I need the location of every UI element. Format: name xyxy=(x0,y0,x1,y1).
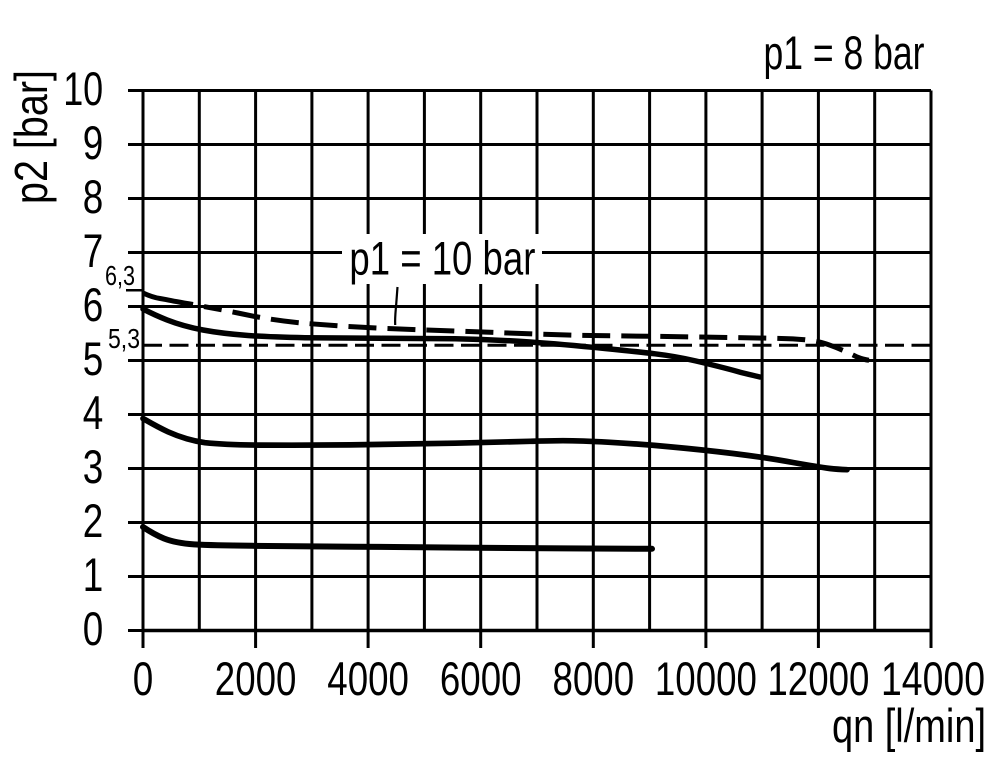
svg-text:4000: 4000 xyxy=(327,653,409,706)
svg-text:0: 0 xyxy=(83,603,104,656)
svg-text:p2 [bar]: p2 [bar] xyxy=(5,70,57,204)
svg-text:6,3: 6,3 xyxy=(105,260,135,291)
svg-text:10000: 10000 xyxy=(655,653,757,706)
svg-text:p1 = 10 bar: p1 = 10 bar xyxy=(349,233,535,286)
svg-text:qn [l/min]: qn [l/min] xyxy=(832,700,986,753)
svg-text:8000: 8000 xyxy=(553,653,635,706)
svg-text:p1 = 8 bar: p1 = 8 bar xyxy=(764,27,925,80)
svg-text:6000: 6000 xyxy=(440,653,522,706)
svg-text:1: 1 xyxy=(83,549,104,602)
svg-text:6: 6 xyxy=(83,279,104,332)
svg-text:12000: 12000 xyxy=(767,653,869,706)
svg-text:2: 2 xyxy=(83,495,104,548)
svg-text:14000: 14000 xyxy=(881,653,985,706)
svg-text:2000: 2000 xyxy=(215,653,297,706)
svg-text:7: 7 xyxy=(83,225,104,278)
svg-text:9: 9 xyxy=(83,117,104,170)
svg-text:10: 10 xyxy=(63,63,103,116)
svg-text:8: 8 xyxy=(83,171,104,224)
svg-text:3: 3 xyxy=(83,441,104,494)
svg-text:5: 5 xyxy=(83,333,104,386)
svg-text:0: 0 xyxy=(133,653,154,706)
svg-text:4: 4 xyxy=(83,387,104,440)
svg-text:5,3: 5,3 xyxy=(108,323,140,354)
